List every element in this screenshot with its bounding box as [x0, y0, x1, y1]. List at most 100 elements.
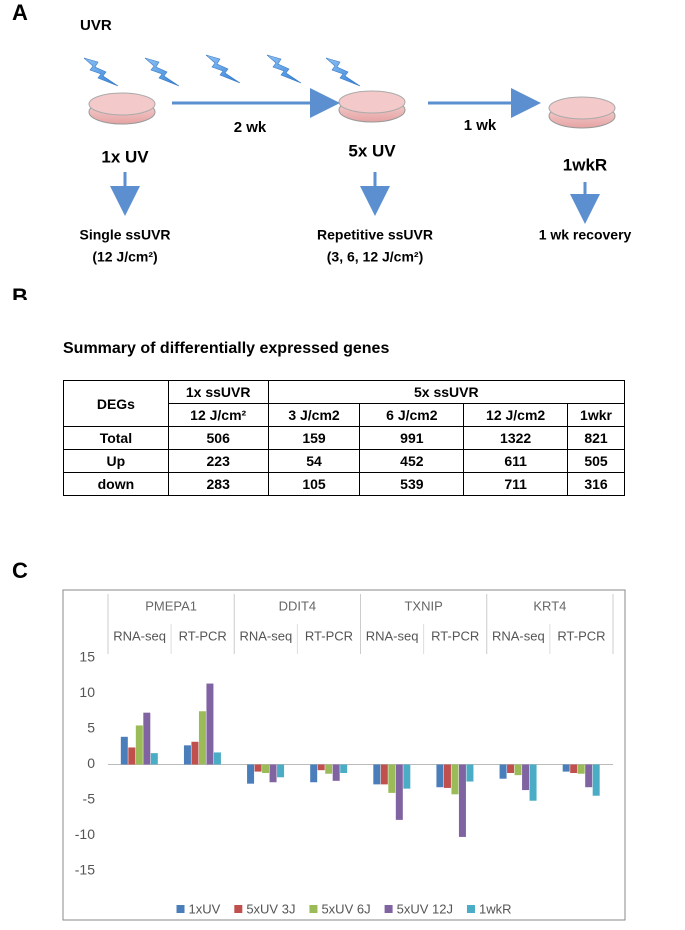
bar [135, 725, 143, 765]
group-label: KRT4 [533, 598, 566, 613]
bar [332, 764, 340, 781]
stage-dose: (12 J/cm²) [92, 249, 157, 265]
stage-name: 1wkR [563, 155, 607, 174]
bar [317, 764, 325, 771]
row-header: Total [63, 426, 169, 450]
y-tick-label: -10 [75, 826, 95, 842]
table-cell: 452 [359, 449, 465, 473]
stage-description: Single ssUVR [79, 227, 170, 243]
bar [340, 764, 348, 774]
header-row: DEGs 1x ssUVR 5x ssUVR [63, 380, 626, 427]
header-cell: DEGs [63, 380, 169, 427]
legend-swatch [234, 905, 243, 913]
stage-description: Repetitive ssUVR [317, 227, 433, 243]
bar [206, 683, 214, 765]
legend-label: 1wkR [479, 901, 512, 916]
panel-label: A [12, 0, 28, 25]
header-cell: 6 J/cm2 [359, 403, 465, 427]
header-cell: 1x ssUVR [167, 380, 269, 404]
bar [183, 745, 191, 765]
y-tick-label: 0 [87, 755, 95, 771]
bar [128, 747, 136, 765]
table-cell: 159 [267, 426, 361, 450]
x-tick-label: RNA-seq [113, 628, 166, 643]
x-tick-label: RNA-seq [492, 628, 545, 643]
uv-bolt [325, 57, 361, 87]
bar [150, 753, 158, 765]
table-cell: 105 [267, 472, 361, 496]
table-row: Up 223 54 452 611 505 [63, 449, 625, 473]
table-body: Total 506 159 991 1322 821 Up 223 54 452 611 505 dow… [63, 426, 625, 496]
table-cell: 283 [167, 472, 269, 496]
legend-swatch [176, 905, 185, 913]
bar [499, 764, 507, 779]
stage-name: 5x UV [348, 141, 396, 160]
table-cell: 316 [567, 472, 625, 496]
bar [562, 764, 570, 772]
interval: 1 wk [464, 117, 497, 134]
bar [191, 741, 199, 765]
table-row: Total 506 159 991 1322 821 [63, 426, 625, 450]
y-tick-label: 10 [79, 684, 95, 700]
legend-swatch [309, 905, 318, 913]
table-cell: 505 [567, 449, 625, 473]
bar [443, 764, 451, 788]
stage-description: 1 wk recovery [539, 227, 632, 243]
bar [254, 764, 262, 772]
deg-table: DEGs 1x ssUVR 5x ssUVR 12 J/cm² 3 J/cm2 6 … [63, 380, 626, 496]
group-label: TXNIP [404, 598, 442, 613]
bar [529, 764, 537, 801]
table-cell: 821 [567, 426, 625, 450]
uv-bolt [83, 57, 119, 87]
group-label: DDIT4 [279, 598, 317, 613]
bar [262, 764, 270, 774]
panel-a: A UVR 2 wk 1 wk 1x UV 5x UV 1wkR Single … [12, 0, 632, 300]
stage-name: 1x UV [101, 147, 149, 166]
panel-c: C 15 10 5 0 -5 -10 -15 PMEPA1 DDIT4 TXNIP KRT4 RNA-… [12, 558, 626, 921]
legend-swatch [384, 905, 393, 913]
table-row: down 283 105 539 711 316 [63, 472, 625, 496]
x-tick-label: RT-PCR [557, 628, 605, 643]
x-tick-label: RT-PCR [179, 628, 227, 643]
legend-label: 5xUV 6J [321, 901, 370, 916]
bar [373, 764, 381, 785]
x-tick-label: RNA-seq [239, 628, 292, 643]
y-tick-label: 5 [87, 720, 95, 736]
x-tick-label: RNA-seq [366, 628, 419, 643]
bar [451, 764, 459, 795]
uv-bolt [144, 57, 180, 87]
bar [388, 764, 396, 793]
bar [395, 764, 403, 820]
legend-swatch [466, 905, 475, 913]
bar [269, 764, 277, 783]
bar [585, 764, 593, 788]
table-cell: 711 [463, 472, 569, 496]
uvr-label: UVR [80, 17, 112, 34]
header-cell: 1wkr [567, 403, 625, 427]
legend-label: 1xUV [189, 901, 221, 916]
bar [507, 764, 515, 774]
header-cell: 5x ssUVR [267, 380, 626, 404]
table-cell: 506 [167, 426, 269, 450]
panel-label: B [12, 284, 28, 300]
y-tick-label: -5 [83, 791, 96, 807]
table-title: Summary of differentially expressed gene… [63, 340, 390, 357]
legend-label: 5xUV 12J [397, 901, 453, 916]
bar [213, 752, 221, 765]
dishes [88, 90, 616, 129]
bar [577, 764, 585, 774]
table-cell: 991 [359, 426, 465, 450]
bar [514, 764, 522, 776]
table-cell: 54 [267, 449, 361, 473]
bar [403, 764, 411, 789]
row-header: down [63, 472, 169, 496]
bar [458, 764, 466, 837]
bar [143, 712, 151, 765]
header-cell: 12 J/cm2 [463, 403, 569, 427]
bar [198, 711, 206, 765]
y-tick-label: -15 [75, 862, 95, 878]
bar [277, 764, 285, 778]
arrows [110, 88, 600, 224]
header-cell: 3 J/cm2 [267, 403, 361, 427]
